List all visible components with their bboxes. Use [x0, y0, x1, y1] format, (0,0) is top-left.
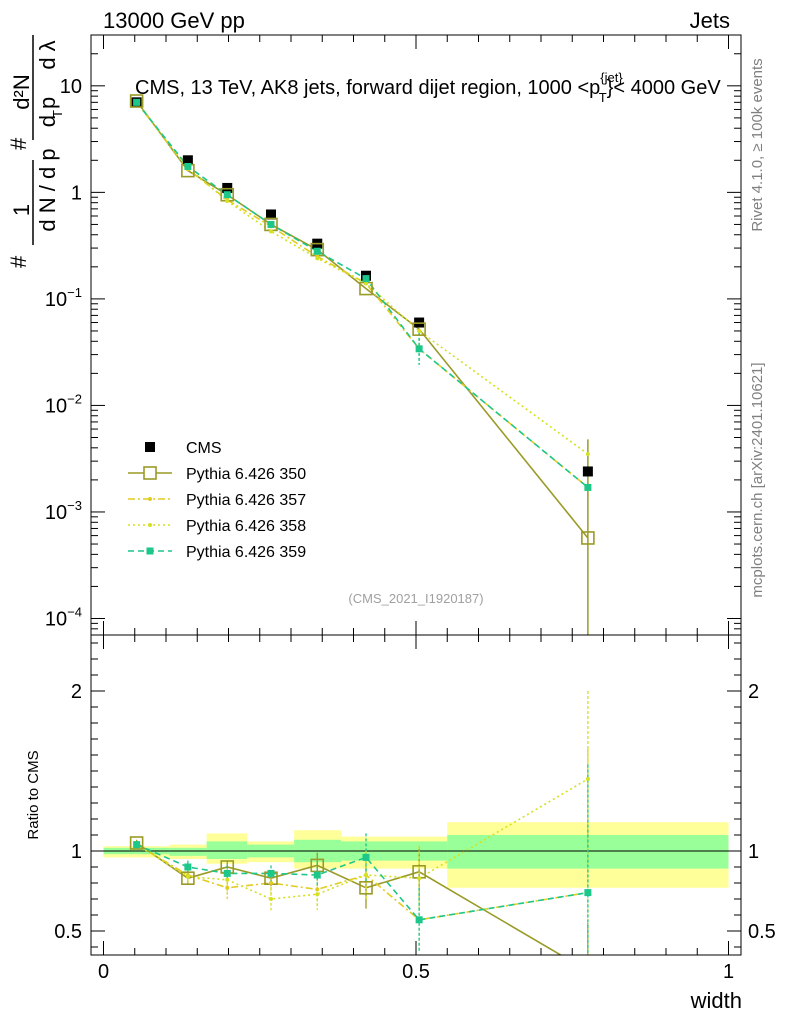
legend-marker-pythia-6.426-358	[148, 523, 152, 527]
ratio-band-inner-2	[206, 841, 248, 859]
legend-marker-cms	[145, 442, 155, 452]
main-y-tick-label: 10−3	[45, 498, 82, 524]
point-pythia-6.426-359	[313, 247, 321, 255]
ratio-point-pythia-6.426-350	[359, 880, 373, 895]
svg-text:d N / d p: d N / d p	[35, 148, 60, 231]
svg-text:#: #	[6, 137, 31, 150]
legend-marker-pythia-6.426-357	[148, 497, 152, 501]
point-pythia-6.426-350	[581, 531, 595, 545]
ratio-point-pythia-6.426-359	[584, 889, 592, 897]
energy-label: 13000 GeV pp	[103, 8, 245, 33]
ratio-point-pythia-6.426-359	[133, 841, 141, 849]
ratio-point-pythia-6.426-358	[585, 777, 590, 781]
legend-label-pythia-6.426-350: Pythia 6.426 350	[186, 466, 306, 483]
point-pythia-6.426-359	[362, 275, 370, 283]
ratio-point-pythia-6.426-358	[225, 877, 230, 882]
point-pythia-6.426-358	[417, 328, 422, 333]
cms-point	[182, 155, 193, 166]
cms-point	[266, 209, 276, 220]
main-series-layer	[129, 94, 595, 635]
cms-point	[582, 466, 593, 477]
legend-label-cms: CMS	[186, 440, 222, 457]
main-y-tick-label: 10	[60, 76, 82, 98]
svg-text:d λ: d λ	[35, 40, 60, 69]
analysis-watermark: (CMS_2021_I1920187)	[348, 591, 483, 606]
ratio-point-pythia-6.426-350	[181, 871, 195, 886]
main-y-axis-label: # 1 d N / d p T # d²N d p d λ	[6, 35, 65, 268]
x-tick-label: 1	[723, 961, 734, 983]
legend-label-pythia-6.426-359: Pythia 6.426 359	[186, 544, 306, 561]
ratio-frame	[90, 634, 742, 956]
ratio-band-inner-1	[169, 847, 207, 856]
svg-text:d p: d p	[35, 97, 60, 128]
ratio-y-tick-label-right: 2	[748, 681, 759, 703]
ratio-point-pythia-6.426-357	[315, 887, 320, 892]
ratio-point-pythia-6.426-358	[315, 892, 320, 897]
point-pythia-6.426-359	[133, 98, 141, 106]
ratio-point-pythia-6.426-359	[223, 869, 231, 877]
ratio-point-pythia-6.426-359	[362, 853, 370, 861]
main-y-tick-label: 10−1	[45, 285, 82, 311]
svg-text:d²N: d²N	[9, 74, 34, 109]
x-axis-label: width	[690, 988, 742, 1013]
point-pythia-6.426-350	[412, 322, 426, 336]
ratio-y-tick-label-left: 2	[71, 681, 82, 703]
point-pythia-6.426-359	[184, 162, 192, 170]
ratio-point-pythia-6.426-359	[415, 916, 423, 924]
ratio-y-tick-label-right: 0.5	[748, 921, 776, 943]
main-y-tick-label: 1	[71, 182, 82, 204]
ratio-y-tick-label-right: 1	[748, 841, 759, 863]
ratio-point-pythia-6.426-350	[310, 858, 325, 873]
ratio-point-pythia-6.426-350	[582, 965, 594, 977]
jets-label: Jets	[689, 8, 730, 33]
main-y-tick-label: 10−4	[45, 604, 82, 630]
main-y-tick-label: 10−2	[45, 391, 82, 417]
ratio-point-pythia-6.426-359	[313, 871, 321, 879]
point-pythia-6.426-358	[225, 198, 230, 203]
x-tick-label: 0	[98, 961, 109, 983]
point-pythia-6.426-359	[267, 220, 275, 228]
legend-marker-pythia-6.426-359	[146, 547, 154, 555]
legend-label-pythia-6.426-357: Pythia 6.426 357	[186, 492, 306, 509]
point-pythia-6.426-350	[129, 94, 144, 108]
ratio-point-pythia-6.426-358	[269, 897, 273, 901]
ratio-point-pythia-6.426-350	[129, 836, 144, 850]
point-pythia-6.426-358	[269, 229, 273, 234]
ratio-point-pythia-6.426-359	[184, 863, 192, 871]
point-pythia-6.426-358	[364, 281, 368, 286]
point-pythia-6.426-359	[415, 345, 423, 353]
ratio-point-pythia-6.426-357	[225, 885, 230, 890]
ratio-y-axis-label: Ratio to CMS	[25, 750, 42, 839]
ratio-line-pythia-6.426-359	[136, 843, 589, 921]
ratio-point-pythia-6.426-358	[185, 874, 190, 879]
legend-marker-pythia-6.426-350	[143, 466, 157, 480]
rivet-version-label: Rivet 4.1.0, ≥ 100k events	[749, 58, 766, 231]
ratio-point-pythia-6.426-357	[269, 881, 273, 885]
ratio-y-tick-label-left: 1	[71, 841, 82, 863]
point-pythia-6.426-358	[315, 256, 320, 261]
point-pythia-6.426-359	[584, 483, 592, 491]
ratio-point-pythia-6.426-359	[267, 869, 275, 877]
legend: CMS Pythia 6.426 350 Pythia 6.426 357 Pythi…	[128, 440, 306, 561]
mcplots-label: mcplots.cern.ch [arXiv:2401.10621]	[749, 362, 766, 597]
x-tick-label: 0.5	[402, 961, 430, 983]
ratio-y-tick-label-left: 0.5	[54, 921, 82, 943]
svg-text:1: 1	[9, 204, 34, 216]
ratio-point-pythia-6.426-358	[364, 873, 368, 877]
point-pythia-6.426-359	[223, 191, 231, 199]
svg-text:T: T	[50, 110, 65, 118]
ratio-line-pythia-6.426-358	[136, 778, 589, 900]
legend-label-pythia-6.426-358: Pythia 6.426 358	[186, 518, 306, 535]
main-line-pythia-6.426-358	[135, 101, 589, 455]
point-pythia-6.426-358	[585, 452, 590, 457]
figure-title: CMS, 13 TeV, AK8 jets, forward dijet reg…	[135, 70, 721, 105]
svg-text:#: #	[6, 255, 31, 268]
ratio-point-pythia-6.426-358	[417, 876, 422, 881]
